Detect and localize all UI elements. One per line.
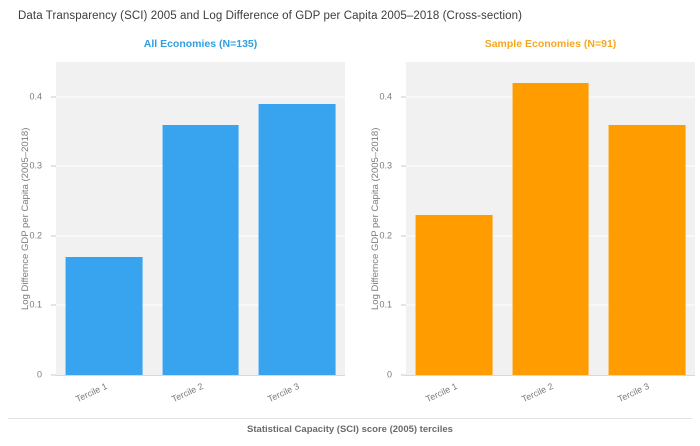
bar-tercile-2 — [162, 124, 239, 375]
x-axis-caption: Statistical Capacity (SCI) score (2005) … — [247, 424, 453, 435]
y-tick-mark — [401, 165, 406, 167]
y-tick-label: 0.2 — [379, 230, 392, 241]
x-tick-label: Tercile 3 — [616, 381, 652, 405]
x-tick-label: Tercile 3 — [266, 381, 302, 405]
y-tick-label: 0 — [36, 369, 42, 380]
bar-tercile-1 — [415, 215, 493, 375]
y-tick-mark — [401, 304, 406, 306]
x-tick-label: Tercile 2 — [520, 381, 555, 405]
chart-title: Data Transparency (SCI) 2005 and Log Dif… — [18, 10, 523, 22]
bar-tercile-3 — [258, 103, 336, 375]
y-tick-mark — [401, 235, 406, 237]
y-tick-mark — [51, 374, 56, 376]
y-tick-mark — [51, 304, 56, 306]
plot-area-all-economies — [51, 62, 345, 376]
x-tick-label: Tercile 2 — [170, 381, 205, 405]
footer-divider — [8, 418, 692, 419]
x-tick-label: Tercile 1 — [423, 381, 459, 405]
y-tick-label: 0.3 — [379, 160, 392, 171]
x-axis-labels: Tercile 1 Tercile 2 Tercile 3 — [56, 377, 345, 413]
y-tick-mark — [51, 235, 56, 237]
gridline — [56, 96, 345, 98]
y-tick-mark — [401, 96, 406, 98]
y-tick-label: 0.3 — [29, 160, 42, 171]
y-tick-label: 0.2 — [29, 230, 42, 241]
bar-tercile-3 — [608, 124, 686, 375]
bar-tercile-2 — [512, 82, 589, 375]
panel-all-economies: All Economies (N=135) Log Differnce GDP … — [0, 30, 350, 416]
panel-sample-economies: Sample Economies (N=91) Log Differnce GD… — [350, 30, 700, 416]
x-tick-label: Tercile 1 — [73, 381, 109, 405]
y-tick-mark — [51, 96, 56, 98]
panel-subtitle-all-economies: All Economies (N=135) — [143, 38, 258, 50]
y-tick-label: 0.4 — [29, 91, 42, 102]
bar-tercile-1 — [65, 256, 143, 375]
y-tick-label: 0 — [386, 369, 392, 380]
x-axis-labels: Tercile 1 Tercile 2 Tercile 3 — [406, 377, 695, 413]
y-tick-label: 0.1 — [29, 299, 42, 310]
y-tick-label: 0.1 — [379, 299, 392, 310]
y-axis-ticks: 0 0.1 0.2 0.3 0.4 — [0, 62, 48, 379]
plot-area-sample-economies — [401, 62, 695, 376]
y-axis-ticks: 0 0.1 0.2 0.3 0.4 — [350, 62, 398, 379]
y-tick-mark — [51, 165, 56, 167]
panel-subtitle-sample-economies: Sample Economies (N=91) — [484, 38, 617, 50]
y-tick-label: 0.4 — [379, 91, 392, 102]
y-tick-mark — [401, 374, 406, 376]
